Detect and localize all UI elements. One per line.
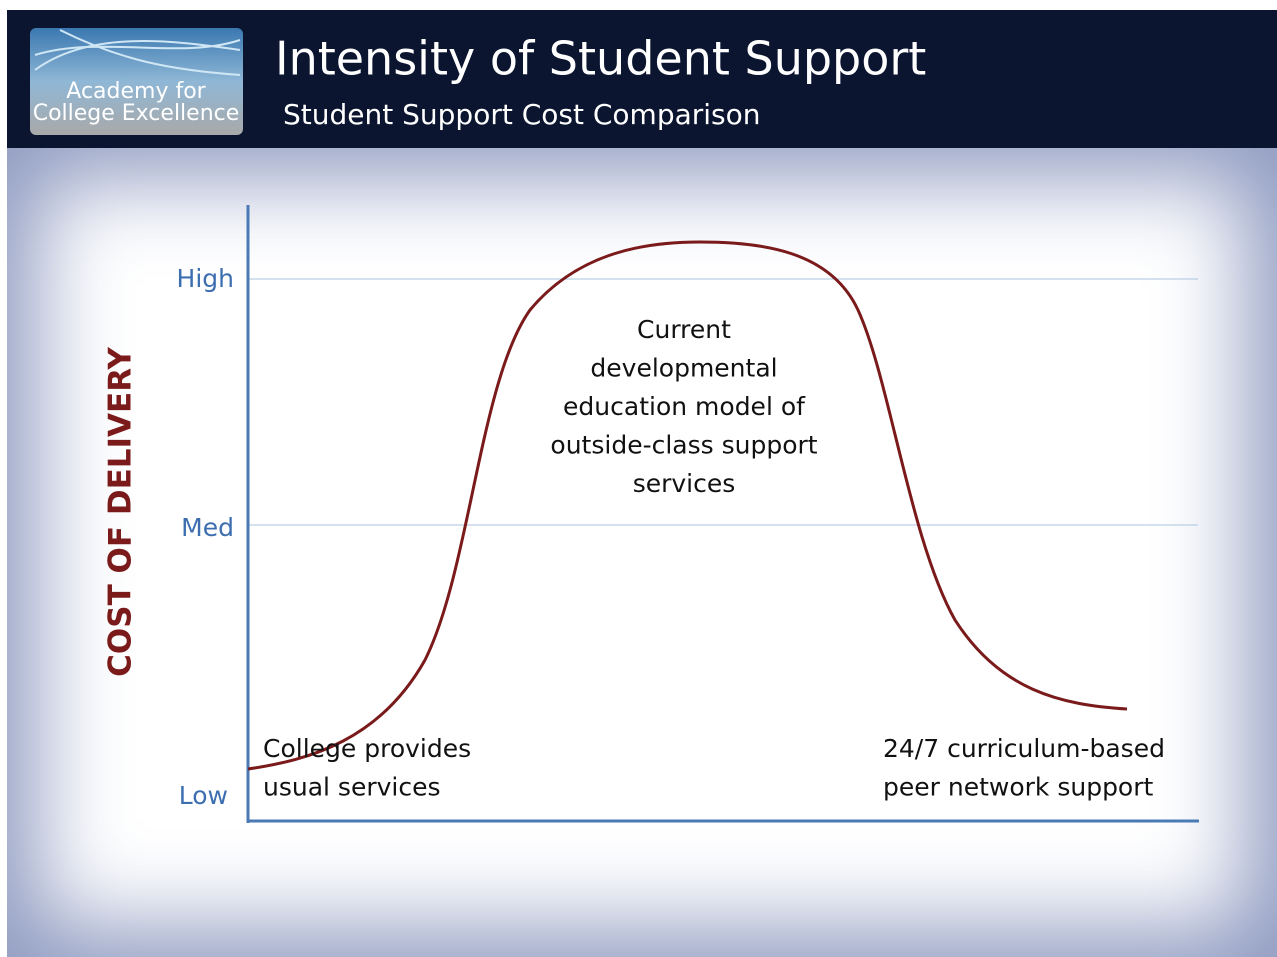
logo-text: College Excellence	[33, 101, 240, 126]
level-label: Med	[181, 513, 234, 542]
annotation-line: peer network support	[883, 773, 1154, 802]
annotation-line: usual services	[263, 773, 441, 802]
annotation-line: College provides	[263, 734, 471, 763]
annotation-line: 24/7 curriculum-based	[883, 734, 1165, 763]
annotations: College provides usual services Current dev…	[263, 315, 1165, 802]
level-label: High	[177, 264, 234, 293]
subtitle: Student Support Cost Comparison	[283, 98, 761, 131]
cost-curve	[247, 240, 1128, 771]
y-axis-label: COST OF DELIVERY	[103, 347, 139, 677]
annotation-line: education model of	[563, 392, 806, 421]
logo	[30, 28, 243, 135]
annotation-line: services	[633, 469, 736, 498]
annotation-line: developmental	[590, 354, 777, 383]
annotation-line: Current	[637, 315, 731, 344]
title: Intensity of Student Support	[275, 32, 926, 86]
logo-text: Academy for	[66, 79, 206, 104]
logo-swoosh	[34, 29, 241, 76]
annotation-line: outside-class support	[550, 431, 817, 460]
level-label: Low	[179, 781, 228, 810]
